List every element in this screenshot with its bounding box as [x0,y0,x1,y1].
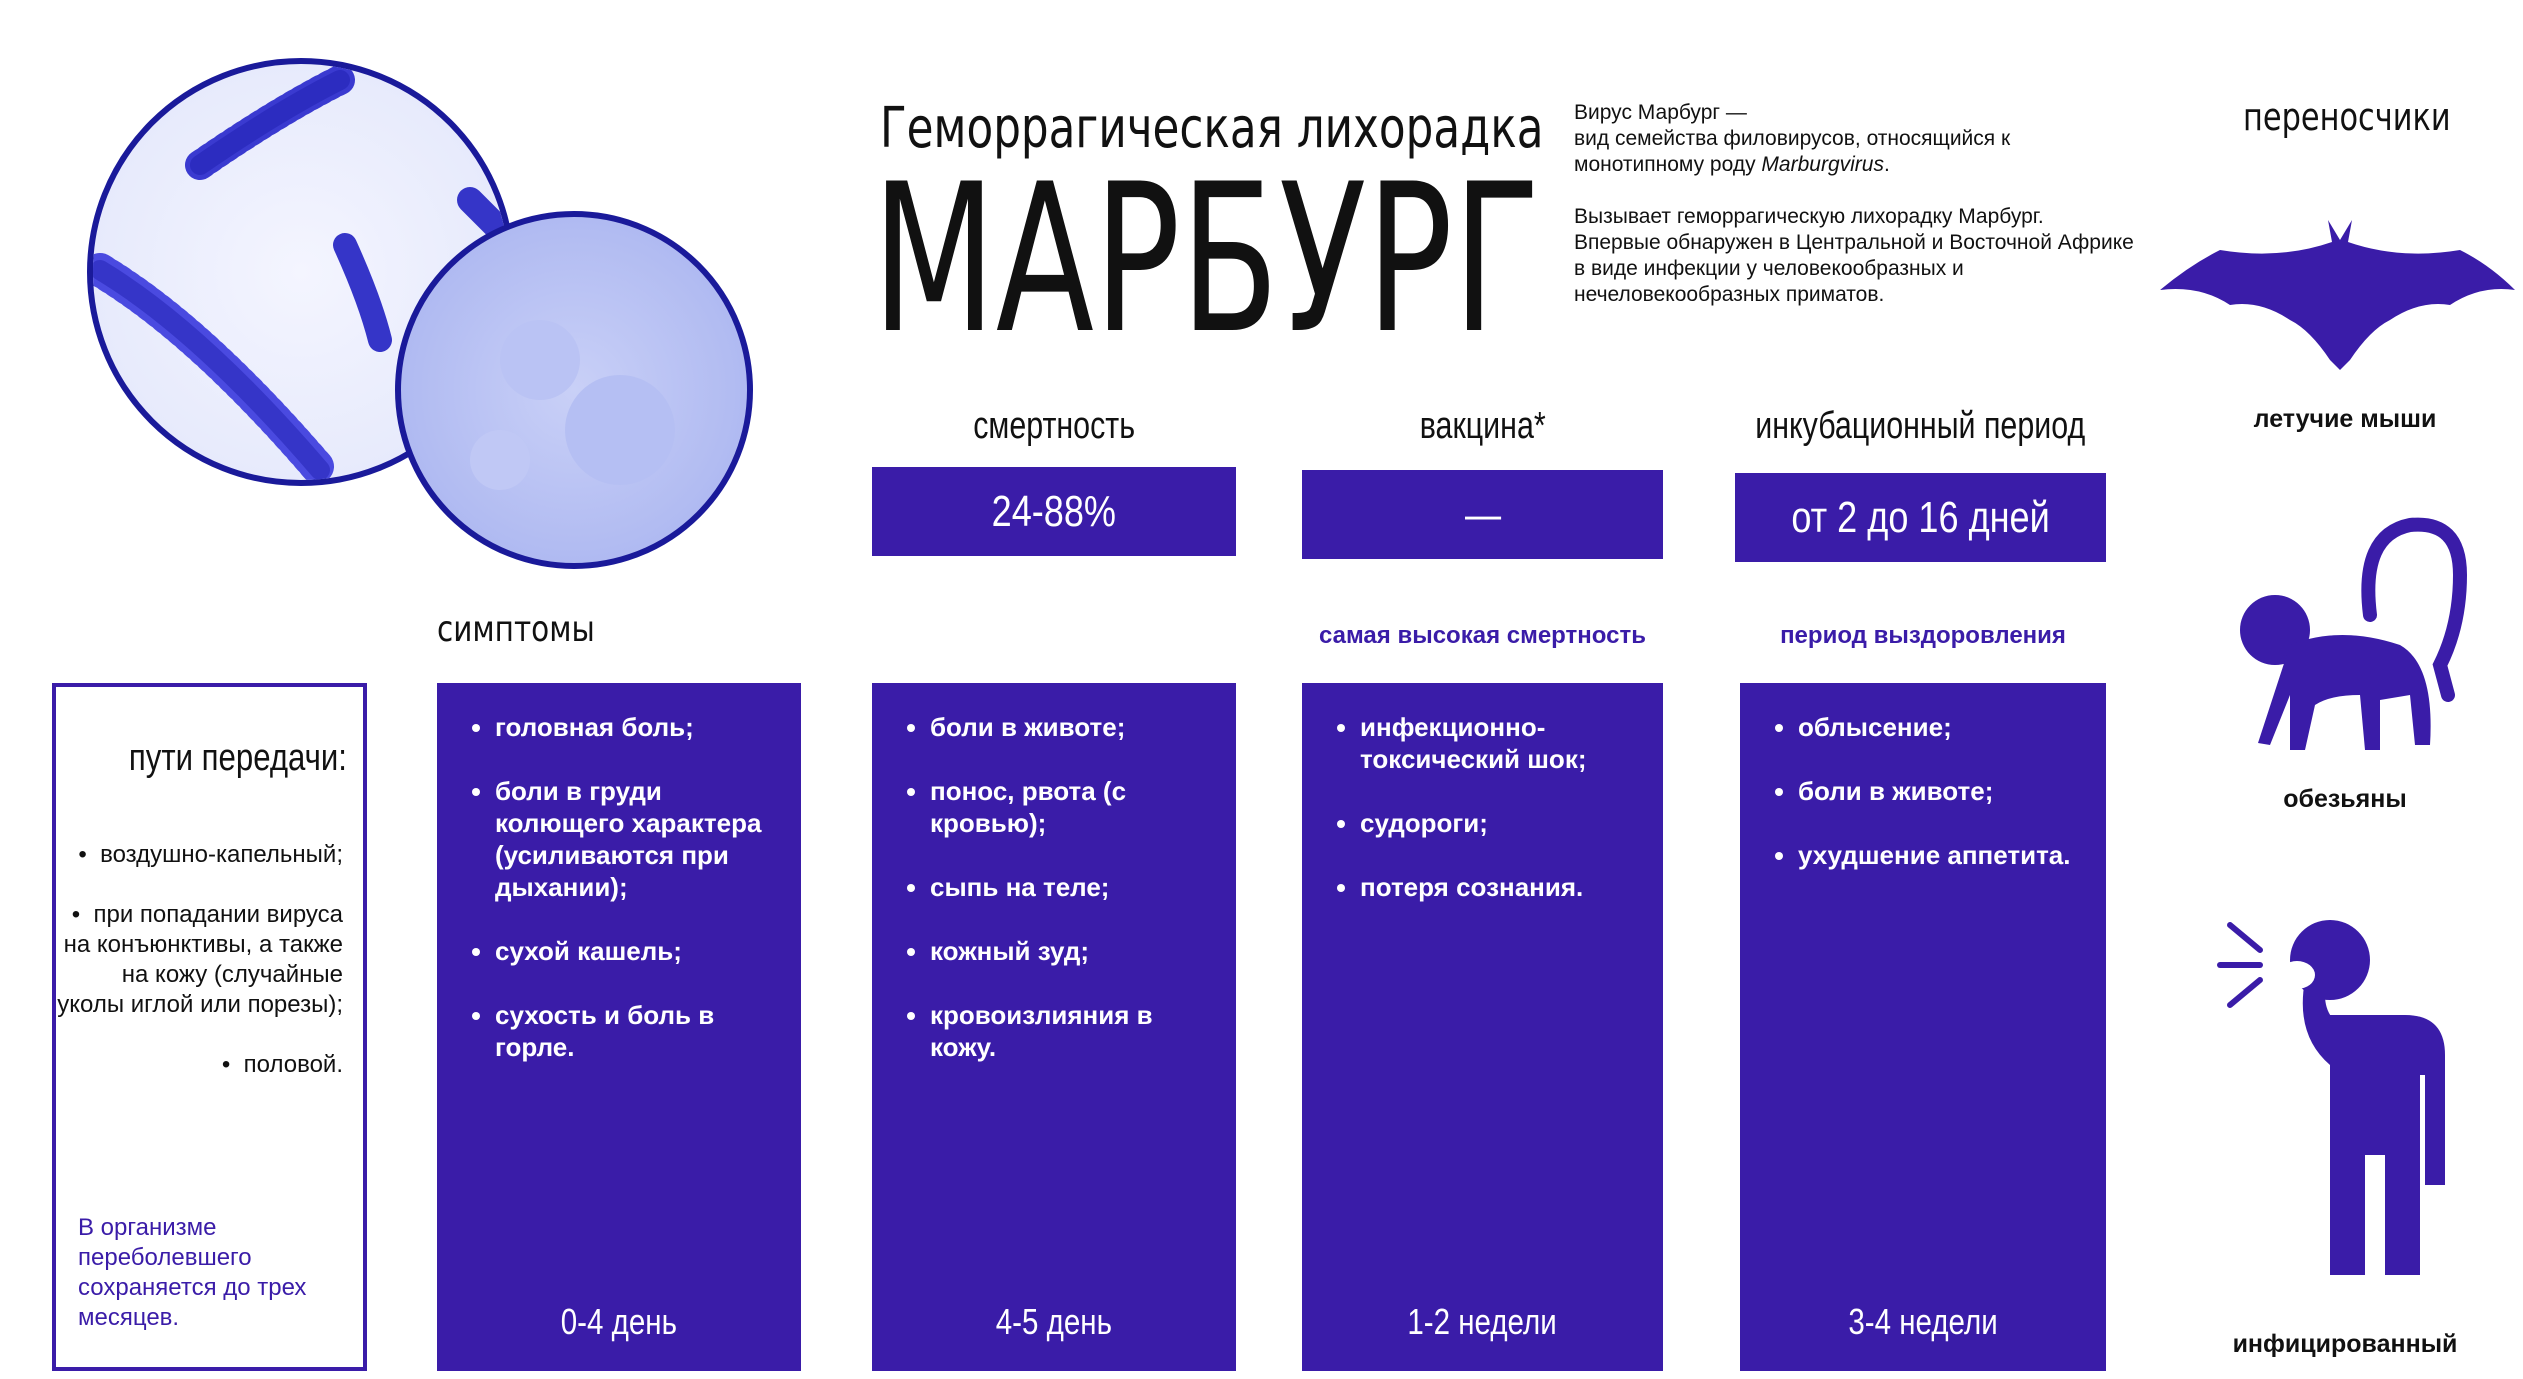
transmission-title: пути передачи: [56,687,363,780]
period-text: 3-4 недели [1848,1301,1998,1342]
column-note: период выздоровления [1780,622,2066,649]
symptom: боли в животе; [1798,775,2086,807]
stat-label: инкубационный период [1711,405,2131,448]
period-text: 0-4 день [560,1301,678,1342]
transmission-list: воздушно-капельный; при попадании вируса … [56,840,363,1080]
symptom: понос, рвота (с кровью); [930,775,1216,839]
symptom-list: облысение; боли в животе; ухудшение аппети… [1750,711,2086,871]
symptom: кровоизлияния в кожу. [930,999,1216,1063]
stat-value-text: — [1464,489,1501,539]
symptom: ухудшение аппетита. [1798,839,2086,871]
description: Вирус Марбург — вид семейства филовирусов… [1574,100,2134,308]
intro: Вирус Марбург — вид семейства филовирусов… [1574,100,2134,178]
carriers-title: переносчики [2243,95,2451,139]
title: МАРБУРГ [872,141,1541,379]
subtitle: Геморрагическая лихорадка [880,96,1544,161]
symptom: сыпь на теле; [930,871,1216,903]
text: монотипному роду [1574,153,1762,176]
stat-label-text: смертность [973,405,1135,447]
text: Вирус Марбург — [1574,101,1747,124]
symptom-column: боли в животе; понос, рвота (с кровью); сы… [872,683,1236,1371]
period: 1-2 недели [1302,1301,1663,1343]
symptom: боли в животе; [930,711,1216,743]
symptom: головная боль; [495,711,781,743]
infected-person-icon [2217,920,2445,1275]
stat-label-text: инкубационный период [1755,405,2086,447]
transmission-box: пути передачи: воздушно-капельный; при поп… [52,683,367,1371]
symptom: инфекционно-токсический шок; [1360,711,1643,775]
period: 4-5 день [872,1301,1236,1343]
period-text: 4-5 день [995,1301,1113,1342]
stat-value-text: 24-88% [991,486,1117,536]
bat-icon [2160,220,2515,370]
symptom: боли в груди колющего характера (усилива… [495,775,781,903]
stat-label: вакцина* [1273,405,1693,448]
symptom: судороги; [1360,807,1643,839]
symptom-column: головная боль; боли в груди колющего хара… [437,683,801,1371]
virus-illustration [87,58,753,569]
stat-value: от 2 до 16 дней [1735,473,2106,562]
text: Вызывает геморрагическую лихорадку Марбу… [1574,205,2134,306]
stat-label: смертность [844,405,1264,448]
transmission-footnote: В организме переболевшего сохраняется до… [78,1214,307,1331]
carrier-label: обезьяны [2283,785,2407,813]
column-note: самая высокая смертность [1319,622,1646,649]
stat-value: 24-88% [872,467,1236,556]
symptoms-title: симптомы [437,608,629,650]
symptoms-title-text: симптомы [437,609,595,650]
monkey-icon [2240,517,2468,750]
transmission-item: воздушно-капельный; [56,840,343,870]
period: 0-4 день [437,1301,801,1343]
symptom-list: головная боль; боли в груди колющего хара… [447,711,781,1063]
symptom: кожный зуд; [930,935,1216,967]
text: . [1883,153,1890,176]
stat-value: — [1302,470,1663,559]
genus: Marburgvirus [1761,153,1884,176]
symptom: облысение; [1798,711,2086,743]
carrier-label: инфицированный [2232,1330,2458,1358]
symptom: сухой кашель; [495,935,781,967]
symptom-list: боли в животе; понос, рвота (с кровью); сы… [882,711,1216,1063]
period-text: 1-2 недели [1407,1301,1558,1342]
symptom-column: инфекционно-токсический шок; судороги; пот… [1302,683,1663,1371]
period: 3-4 недели [1740,1301,2106,1343]
symptom-column: облысение; боли в животе; ухудшение аппети… [1740,683,2106,1371]
transmission-item: половой. [56,1050,343,1080]
symptom-list: инфекционно-токсический шок; судороги; пот… [1312,711,1643,903]
transmission-item: при попадании вируса на конъюнктивы, а т… [56,900,343,1020]
transmission-title-text: пути передачи: [128,737,347,779]
text: вид семейства филовирусов, относящийся к [1574,127,2011,150]
stat-value-text: от 2 до 16 дней [1791,492,2050,542]
carrier-label: летучие мыши [2253,405,2437,433]
stat-label-text: вакцина* [1419,405,1546,447]
symptom: потеря сознания. [1360,871,1643,903]
symptom: сухость и боль в горле. [495,999,781,1063]
